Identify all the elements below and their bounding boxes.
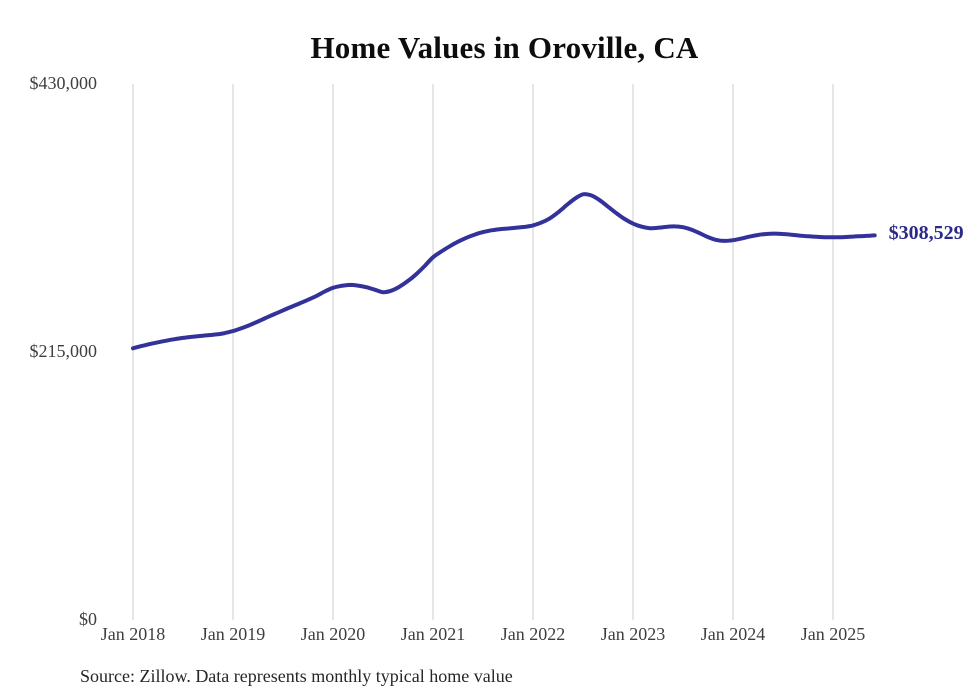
x-tick-jan-2018: Jan 2018 [100,624,166,644]
y-tick-430000: $430,000 [29,73,98,93]
chart-title: Home Values in Oroville, CA [310,30,699,65]
x-tick-jan-2022: Jan 2022 [500,624,566,644]
x-tick-jan-2023: Jan 2023 [600,624,666,644]
y-tick-0: $0 [79,609,97,629]
x-tick-jan-2025: Jan 2025 [800,624,866,644]
x-tick-jan-2019: Jan 2019 [200,624,266,644]
year-gridlines [132,84,834,620]
y-tick-215000: $215,000 [29,341,98,361]
x-tick-jan-2021: Jan 2021 [400,624,466,644]
current-value-label: $308,529 [888,222,964,245]
x-tick-jan-2024: Jan 2024 [700,624,766,644]
x-tick-jan-2020: Jan 2020 [300,624,366,644]
source-note: Source: Zillow. Data represents monthly … [80,666,513,686]
home-value-line [131,192,877,351]
